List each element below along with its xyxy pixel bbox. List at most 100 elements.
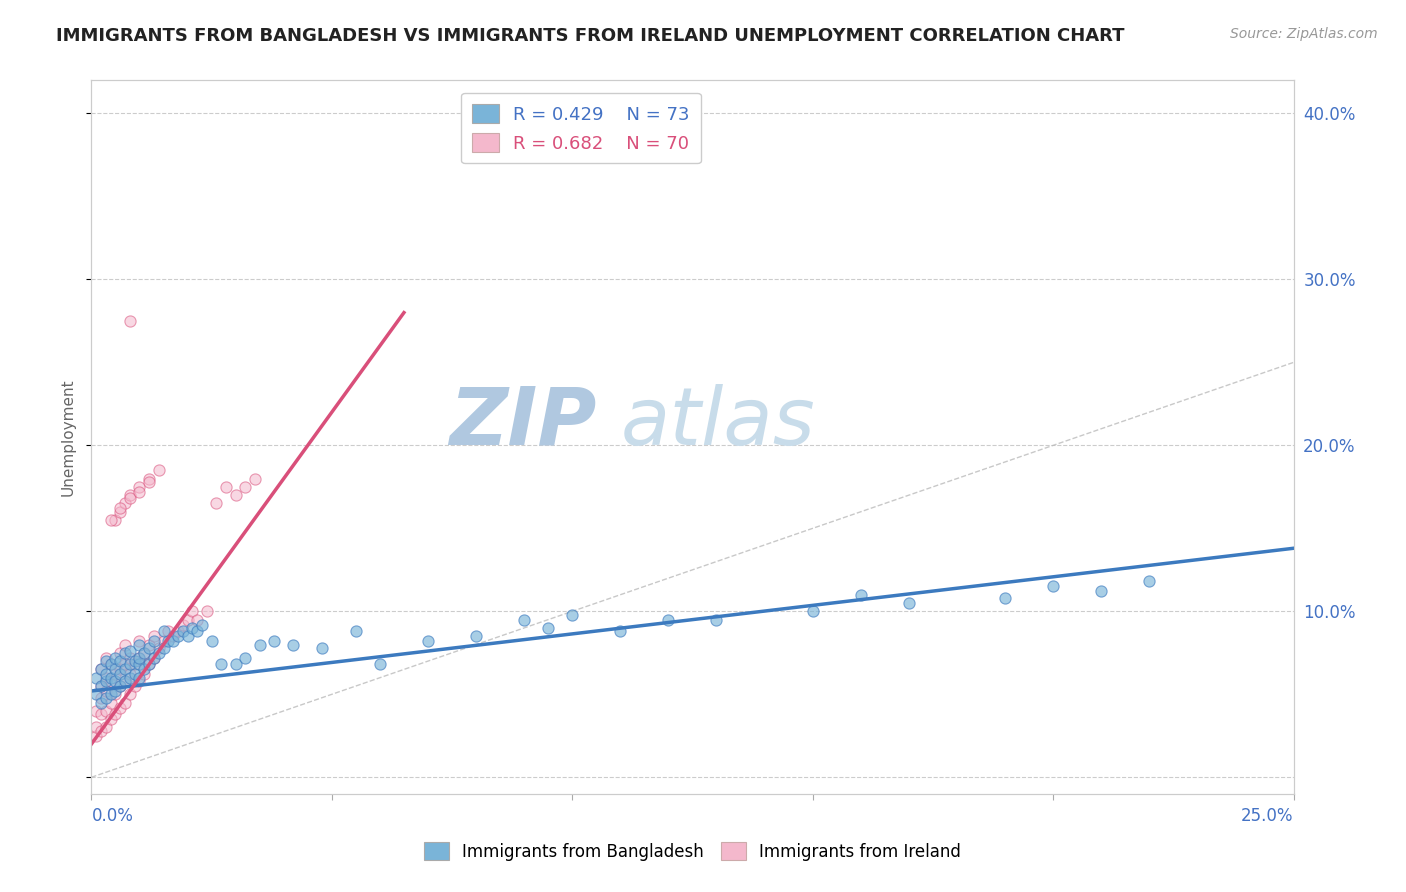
Point (118, 488, 141, 502)
Point (94, 650, 117, 665)
Point (110, 662, 132, 676)
Point (148, 463, 170, 477)
Point (110, 654, 132, 668)
Point (110, 700, 132, 714)
Point (90, 662, 112, 676)
Point (609, 624, 631, 639)
Point (283, 638, 305, 652)
Point (118, 644, 141, 658)
Point (162, 634, 184, 648)
Point (110, 646, 132, 660)
Point (186, 624, 208, 639)
Point (176, 629, 198, 643)
Point (94, 684, 117, 698)
Point (134, 662, 156, 676)
Point (124, 654, 146, 668)
Point (104, 707, 127, 722)
Point (104, 673, 127, 688)
Point (249, 638, 271, 652)
Point (181, 621, 204, 635)
Point (110, 667, 132, 681)
Point (94, 671, 117, 685)
Point (138, 657, 160, 672)
Point (84, 729, 107, 743)
Point (110, 679, 132, 693)
Point (209, 657, 232, 672)
Point (311, 640, 333, 655)
Point (706, 613, 728, 627)
Point (124, 679, 146, 693)
Text: atlas: atlas (620, 384, 815, 462)
Point (181, 604, 204, 618)
Point (167, 624, 190, 639)
Point (100, 657, 122, 672)
Point (801, 604, 824, 618)
Point (128, 634, 150, 648)
Point (104, 687, 127, 701)
Point (100, 513, 122, 527)
Point (128, 480, 150, 494)
Point (243, 472, 266, 486)
Point (191, 617, 214, 632)
Point (148, 640, 170, 655)
Point (118, 687, 141, 701)
Point (344, 624, 367, 639)
Point (897, 596, 920, 610)
Point (104, 662, 127, 676)
Point (94, 673, 117, 688)
Point (157, 634, 180, 648)
Point (128, 638, 150, 652)
Point (172, 617, 194, 632)
Point (100, 696, 122, 710)
Point (994, 591, 1017, 605)
Point (186, 613, 208, 627)
Point (134, 646, 156, 660)
Point (114, 646, 136, 660)
Point (233, 650, 256, 665)
Point (90, 723, 112, 738)
Text: 0.0%: 0.0% (91, 807, 134, 825)
Point (114, 662, 136, 676)
Point (1042, 579, 1064, 593)
Point (167, 629, 190, 643)
Point (225, 657, 247, 672)
Point (110, 505, 132, 519)
Y-axis label: Unemployment: Unemployment (60, 378, 76, 496)
Point (205, 496, 228, 510)
Point (104, 513, 127, 527)
Text: ZIP: ZIP (449, 384, 596, 462)
Point (100, 687, 122, 701)
Point (84, 687, 107, 701)
Point (114, 673, 136, 688)
Point (118, 657, 141, 672)
Point (104, 650, 127, 665)
Point (128, 671, 150, 685)
Point (142, 650, 165, 665)
Point (157, 624, 180, 639)
Point (195, 604, 218, 618)
Point (114, 496, 136, 510)
Point (110, 501, 132, 516)
Point (138, 472, 160, 486)
Point (114, 657, 136, 672)
Point (172, 624, 194, 639)
Point (368, 657, 391, 672)
Point (142, 650, 165, 665)
Point (94, 721, 117, 735)
Point (110, 679, 132, 693)
Point (118, 650, 141, 665)
Point (90, 679, 112, 693)
Point (100, 712, 122, 726)
Point (84, 704, 107, 718)
Point (104, 667, 127, 681)
Point (128, 650, 150, 665)
Point (561, 607, 583, 622)
Point (94, 690, 117, 705)
Point (128, 657, 150, 672)
Point (90, 696, 112, 710)
Point (124, 657, 146, 672)
Point (233, 480, 256, 494)
Text: Source: ZipAtlas.com: Source: ZipAtlas.com (1230, 27, 1378, 41)
Point (138, 640, 160, 655)
Point (100, 671, 122, 685)
